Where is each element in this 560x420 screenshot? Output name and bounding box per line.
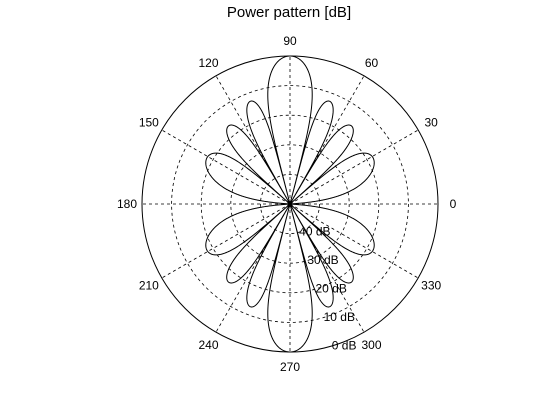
- pattern-curve: [205, 55, 375, 353]
- radial-tick-label: 40 dB: [299, 224, 330, 238]
- angle-tick-label: 180: [117, 197, 137, 211]
- angle-tick-label: 210: [139, 279, 159, 293]
- angle-tick-label: 300: [361, 338, 381, 352]
- angle-tick-label: 90: [283, 34, 297, 48]
- chart-title: Power pattern [dB]: [226, 4, 352, 21]
- angle-tick-label: 270: [280, 360, 300, 374]
- radial-tick-label: 20 dB: [315, 281, 346, 295]
- radial-tick-label: 30 dB: [307, 253, 338, 267]
- angle-tick-label: 0: [450, 197, 457, 211]
- angle-tick-label: 60: [365, 56, 379, 70]
- grid-spoke: [289, 129, 419, 205]
- tick-labels: 0 30 60 90 120 150 180 210 240 270 300 330 0 dB 10 dB…: [117, 34, 457, 374]
- angle-tick-label: 240: [198, 338, 218, 352]
- angle-tick-label: 120: [198, 56, 218, 70]
- grid-spoke: [161, 129, 291, 205]
- polar-grid: [141, 55, 439, 353]
- grid-ring: [259, 173, 320, 234]
- angle-tick-label: 30: [424, 116, 438, 130]
- radial-tick-label: 10 dB: [324, 310, 355, 324]
- grid-spoke: [289, 203, 419, 279]
- angle-tick-label: 150: [139, 116, 159, 130]
- grid-ring: [230, 144, 350, 264]
- angle-tick-label: 330: [421, 279, 441, 293]
- radial-tick-label: 0 dB: [332, 338, 357, 352]
- pattern-layer: [205, 55, 375, 353]
- grid-spoke: [161, 203, 291, 279]
- grid-ring: [200, 114, 380, 294]
- grid-ring: [171, 85, 409, 323]
